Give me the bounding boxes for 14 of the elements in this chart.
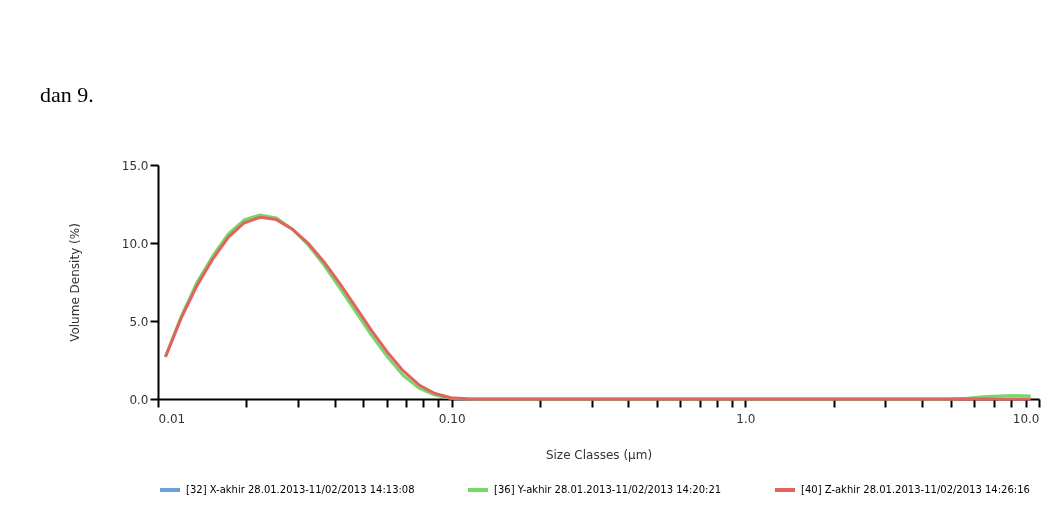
x-tick-label: 0.01 xyxy=(158,411,186,426)
y-tick-label: 10.0 xyxy=(121,236,149,251)
legend-label: [40] Z-akhir 28.01.2013-11/02/2013 14:26:16 xyxy=(801,484,1030,495)
y-tick-label: 15.0 xyxy=(121,158,149,173)
x-tick-label: 1.0 xyxy=(736,411,756,426)
legend-label: [36] Y-akhir 28.01.2013-11/02/2013 14:20:21 xyxy=(494,484,722,495)
x-tick-label: 0.10 xyxy=(438,411,466,426)
y-tick-label: 0.0 xyxy=(129,392,149,407)
x-axis-title: Size Classes (µm) xyxy=(545,447,653,462)
x-tick-label: 10.0 xyxy=(1012,411,1040,426)
y-tick-label: 5.0 xyxy=(129,314,149,329)
text: dan 9. xyxy=(40,82,94,107)
y-axis-title: Volume Density (%) xyxy=(67,223,82,342)
legend-label: [32] X-akhir 28.01.2013-11/02/2013 14:13:08 xyxy=(186,484,415,495)
